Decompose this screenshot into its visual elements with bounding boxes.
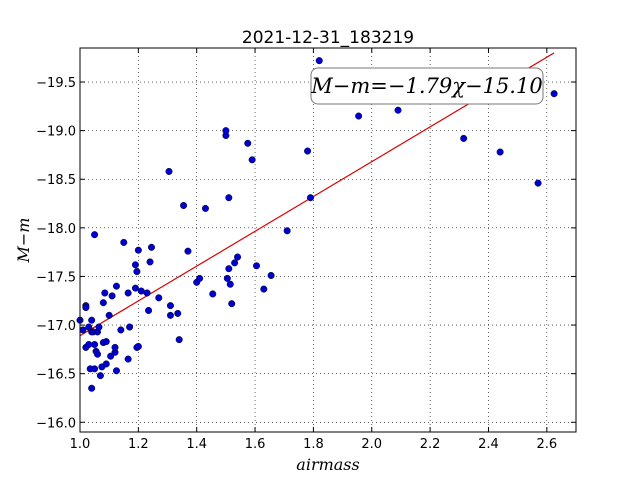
x-tick-label: 1.0	[70, 437, 91, 452]
data-point	[79, 326, 87, 334]
data-point	[112, 367, 120, 375]
data-point	[550, 90, 558, 98]
grid-layer	[79, 48, 576, 432]
data-point	[134, 246, 142, 254]
x-tick-label: 1.4	[186, 437, 207, 452]
x-axis-label: airmass	[296, 455, 359, 474]
data-point	[175, 336, 183, 344]
data-point	[231, 259, 239, 267]
data-point	[124, 289, 132, 297]
data-point	[253, 262, 261, 270]
data-point	[95, 323, 103, 331]
data-point	[147, 243, 155, 251]
data-point	[355, 112, 363, 120]
data-point	[225, 265, 233, 273]
data-point	[133, 268, 141, 276]
data-point	[146, 258, 154, 266]
y-tick-label: −17.0	[36, 319, 76, 334]
y-tick-label: −16.0	[36, 416, 76, 431]
data-point	[120, 238, 128, 246]
data-point	[88, 316, 96, 324]
data-point	[248, 156, 256, 164]
data-point	[184, 247, 192, 255]
data-point	[94, 350, 102, 358]
y-axis-label: M−m	[14, 218, 33, 264]
data-point	[283, 227, 291, 235]
data-point	[91, 365, 99, 373]
x-tick-label: 1.6	[245, 437, 266, 452]
data-point	[496, 148, 504, 156]
data-point	[99, 299, 107, 307]
data-point	[244, 139, 252, 147]
data-point	[223, 274, 231, 282]
data-point	[108, 292, 116, 300]
data-point	[145, 306, 153, 314]
chart-title: 2021-12-31_183219	[242, 28, 414, 48]
data-point	[174, 309, 182, 317]
data-point	[126, 323, 134, 331]
data-point	[124, 355, 132, 363]
data-point	[155, 294, 163, 302]
fit-equation-frame	[310, 67, 544, 105]
data-point	[534, 179, 542, 187]
data-point	[180, 201, 188, 209]
data-point	[166, 302, 174, 310]
y-tick-label: −17.5	[36, 270, 76, 285]
data-point	[91, 231, 99, 239]
data-point	[201, 204, 209, 212]
x-tick-label: 1.8	[303, 437, 324, 452]
data-point	[306, 194, 314, 202]
data-point	[117, 326, 125, 334]
data-point	[196, 274, 204, 282]
data-point	[222, 127, 230, 135]
y-tick-label: −16.5	[36, 368, 76, 383]
data-point	[394, 106, 402, 114]
data-point	[102, 338, 110, 346]
data-point	[82, 304, 90, 312]
data-point	[260, 285, 268, 293]
data-point	[228, 300, 236, 308]
data-point	[134, 342, 142, 350]
data-point	[165, 167, 173, 175]
data-point	[460, 134, 468, 142]
data-point	[91, 341, 99, 349]
fit-equation-box: M−m=−1.79χ−15.10	[310, 67, 544, 105]
data-point	[209, 290, 217, 298]
data-point	[101, 289, 109, 297]
y-tick-label: −19.0	[36, 125, 76, 140]
plot-frame	[79, 47, 577, 433]
data-point	[111, 343, 119, 351]
data-point	[166, 311, 174, 319]
x-tick-label: 2.0	[361, 437, 382, 452]
data-point	[85, 341, 93, 349]
x-tick-label: 2.2	[420, 437, 441, 452]
tick-layer: 1.0 1.2 1.4 1.6 1.8 2.0 2.2 2.4 2.6 −16.0 −16.5 −17…	[36, 48, 576, 452]
data-point	[267, 271, 275, 279]
y-tick-label: −18.0	[36, 222, 76, 237]
data-point	[315, 57, 323, 65]
y-tick-label: −18.5	[36, 173, 76, 188]
data-point	[143, 289, 151, 297]
fit-equation: M−m=−1.79χ−15.10	[310, 74, 542, 98]
data-point	[225, 194, 233, 202]
data-point	[234, 253, 242, 261]
data-point	[304, 147, 312, 155]
data-point	[137, 287, 145, 295]
data-point	[96, 372, 104, 380]
data-point	[102, 360, 110, 368]
data-point	[131, 261, 139, 269]
data-point	[131, 284, 139, 292]
data-point	[107, 352, 115, 360]
x-tick-label: 2.6	[536, 437, 557, 452]
data-point	[88, 384, 96, 392]
x-tick-label: 1.2	[128, 437, 149, 452]
x-tick-label: 2.4	[478, 437, 499, 452]
points-layer	[76, 57, 558, 392]
data-point	[105, 311, 113, 319]
data-point	[112, 282, 120, 290]
data-point	[226, 280, 234, 288]
y-tick-label: −19.5	[36, 76, 76, 91]
